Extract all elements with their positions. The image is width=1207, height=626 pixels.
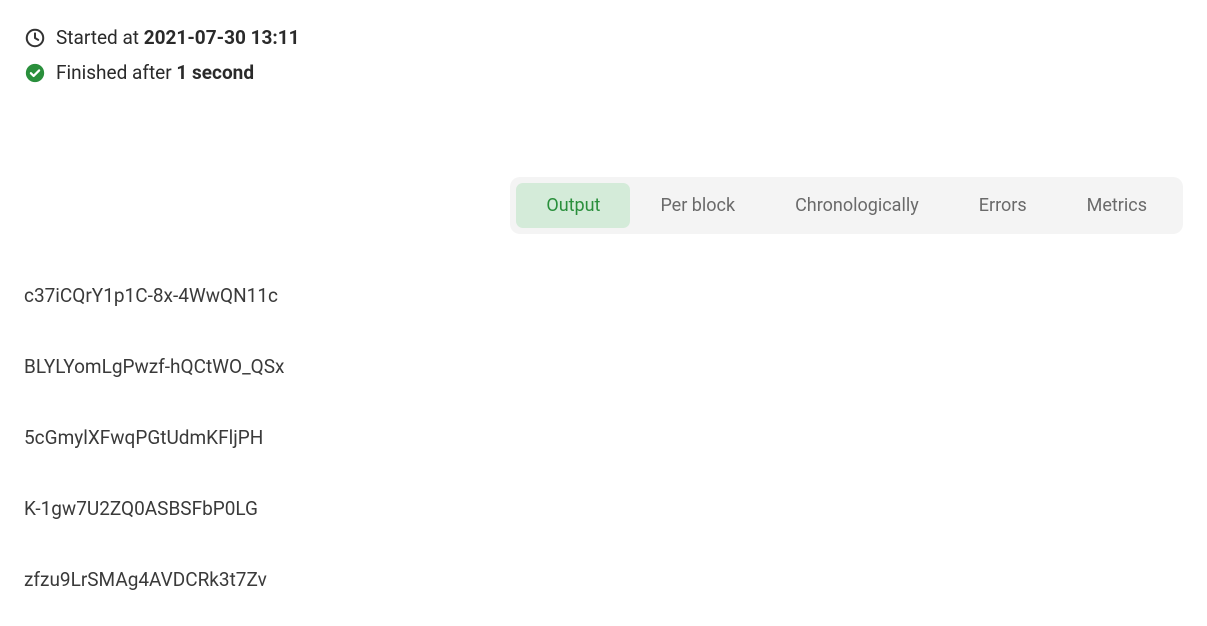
tabs-container: Output Per block Chronologically Errors … [24,177,1183,234]
output-line: c37iCQrY1p1C-8x-4WwQN11c [24,284,1183,307]
started-text: Started at 2021-07-30 13:11 [56,24,300,53]
output-line: BLYLYomLgPwzf-hQCtWO_QSx [24,355,1183,378]
tab-errors[interactable]: Errors [949,183,1057,228]
finished-duration: 1 second [176,61,254,84]
tabs: Output Per block Chronologically Errors … [510,177,1183,234]
output-line: K-1gw7U2ZQ0ASBSFbP0LG [24,497,1183,520]
tab-per-block[interactable]: Per block [630,183,765,228]
finished-row: Finished after 1 second [24,59,1183,88]
finished-text: Finished after 1 second [56,59,254,88]
started-timestamp: 2021-07-30 13:11 [144,26,300,49]
finished-prefix: Finished after [56,61,176,84]
check-circle-icon [24,62,46,84]
output-line: zfzu9LrSMAg4AVDCRk3t7Zv [24,568,1183,591]
tab-chronologically[interactable]: Chronologically [765,183,949,228]
tab-metrics[interactable]: Metrics [1057,183,1177,228]
status-block: Started at 2021-07-30 13:11 Finished aft… [24,24,1183,87]
output-line: 5cGmylXFwqPGtUdmKFljPH [24,426,1183,449]
started-prefix: Started at [56,26,144,49]
tab-output[interactable]: Output [516,183,630,228]
clock-icon [24,27,46,49]
started-row: Started at 2021-07-30 13:11 [24,24,1183,53]
output-list: c37iCQrY1p1C-8x-4WwQN11c BLYLYomLgPwzf-h… [24,284,1183,591]
